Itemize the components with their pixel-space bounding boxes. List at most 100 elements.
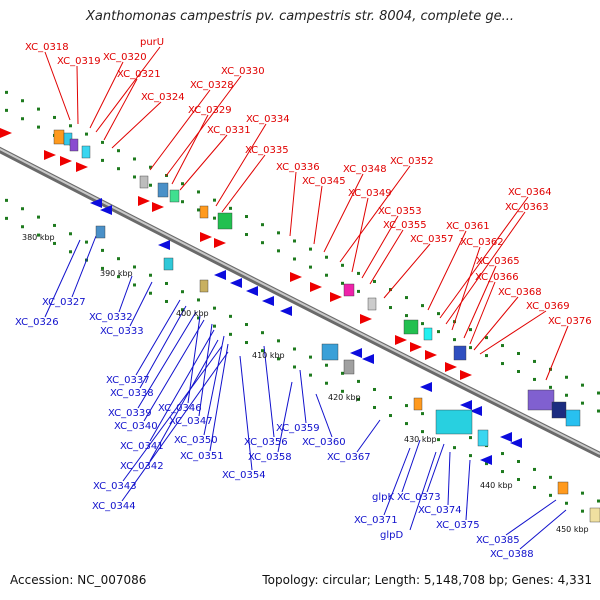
forward-gene-label: XC_0366 bbox=[475, 272, 519, 283]
leader-line bbox=[289, 171, 297, 237]
forward-gene-arrow[interactable] bbox=[445, 362, 457, 372]
gene-block[interactable] bbox=[423, 327, 433, 341]
tick-mark bbox=[293, 257, 296, 261]
gene-block[interactable] bbox=[565, 409, 581, 427]
tick-mark bbox=[469, 436, 472, 440]
tick-mark bbox=[85, 240, 88, 244]
tick-mark bbox=[437, 330, 440, 334]
gene-block[interactable] bbox=[321, 343, 339, 361]
leader-line bbox=[356, 419, 381, 453]
kbp-label: 380 kbp bbox=[22, 233, 55, 242]
forward-gene-arrow[interactable] bbox=[290, 272, 302, 282]
gene-block[interactable] bbox=[199, 279, 209, 293]
tick-mark bbox=[181, 182, 184, 186]
tick-mark bbox=[453, 446, 456, 450]
tick-mark bbox=[533, 485, 536, 489]
gene-block[interactable] bbox=[551, 401, 567, 419]
gene-block[interactable] bbox=[403, 319, 419, 335]
reverse-gene-arrow[interactable] bbox=[350, 348, 362, 358]
gene-block[interactable] bbox=[343, 359, 355, 375]
leader-line bbox=[165, 75, 242, 177]
forward-gene-label: XC_0369 bbox=[526, 301, 570, 312]
forward-gene-arrow[interactable] bbox=[0, 128, 12, 138]
forward-gene-arrow[interactable] bbox=[44, 150, 56, 160]
gene-block[interactable] bbox=[169, 189, 180, 203]
kbp-label: 400 kbp bbox=[176, 309, 209, 318]
tick-mark bbox=[53, 115, 56, 119]
reverse-gene-arrow[interactable] bbox=[420, 382, 432, 392]
tick-mark bbox=[549, 493, 552, 497]
forward-gene-arrow[interactable] bbox=[214, 238, 226, 248]
forward-gene-arrow[interactable] bbox=[425, 350, 437, 360]
gene-block[interactable] bbox=[413, 397, 423, 411]
gene-block[interactable] bbox=[477, 429, 489, 447]
gene-block[interactable] bbox=[589, 507, 600, 523]
reverse-gene-arrow[interactable] bbox=[262, 296, 274, 306]
reverse-gene-arrow[interactable] bbox=[470, 406, 482, 416]
tick-mark bbox=[437, 312, 440, 316]
forward-gene-label: XC_0331 bbox=[207, 125, 251, 136]
tick-mark bbox=[213, 324, 216, 328]
reverse-gene-label: XC_0343 bbox=[93, 481, 137, 492]
reverse-gene-arrow[interactable] bbox=[280, 306, 292, 316]
reverse-gene-arrow[interactable] bbox=[230, 278, 242, 288]
forward-gene-arrow[interactable] bbox=[76, 162, 88, 172]
gene-block[interactable] bbox=[139, 175, 149, 189]
gene-block[interactable] bbox=[557, 481, 569, 495]
tick-mark bbox=[469, 346, 472, 350]
reverse-gene-label: XC_0354 bbox=[222, 470, 266, 481]
reverse-gene-arrow[interactable] bbox=[480, 455, 492, 465]
gene-block[interactable] bbox=[217, 212, 233, 230]
leader-line bbox=[299, 369, 307, 424]
reverse-gene-label: XC_0332 bbox=[89, 312, 133, 323]
reverse-gene-arrow[interactable] bbox=[246, 286, 258, 296]
tick-mark bbox=[421, 412, 424, 416]
gene-block[interactable] bbox=[343, 283, 355, 297]
forward-gene-label: XC_0357 bbox=[410, 234, 454, 245]
gene-features[interactable] bbox=[0, 128, 600, 523]
gene-block[interactable] bbox=[527, 389, 555, 411]
reverse-gene-arrow[interactable] bbox=[460, 400, 472, 410]
leader-line bbox=[313, 185, 323, 245]
tick-mark bbox=[325, 363, 328, 367]
gene-block[interactable] bbox=[53, 129, 65, 145]
forward-gene-arrow[interactable] bbox=[460, 370, 472, 380]
leader-line bbox=[479, 310, 547, 355]
gene-block[interactable] bbox=[453, 345, 467, 361]
forward-gene-arrow[interactable] bbox=[330, 292, 342, 302]
tick-mark bbox=[469, 328, 472, 332]
gene-block[interactable] bbox=[163, 257, 174, 271]
forward-gene-arrow[interactable] bbox=[310, 282, 322, 292]
gene-block[interactable] bbox=[199, 205, 209, 219]
reverse-gene-arrow[interactable] bbox=[158, 240, 170, 250]
gene-block[interactable] bbox=[81, 145, 91, 159]
tick-mark bbox=[229, 206, 232, 210]
gene-block[interactable] bbox=[157, 182, 169, 198]
reverse-gene-arrow[interactable] bbox=[100, 205, 112, 215]
gene-block[interactable] bbox=[69, 138, 79, 152]
reverse-gene-arrow[interactable] bbox=[362, 354, 374, 364]
gene-block[interactable] bbox=[435, 409, 473, 435]
forward-gene-arrow[interactable] bbox=[360, 314, 372, 324]
tick-mark bbox=[357, 379, 360, 383]
tick-mark bbox=[293, 239, 296, 243]
reverse-gene-arrow[interactable] bbox=[214, 270, 226, 280]
forward-gene-arrow[interactable] bbox=[395, 335, 407, 345]
forward-gene-arrow[interactable] bbox=[152, 202, 164, 212]
forward-gene-arrow[interactable] bbox=[138, 196, 150, 206]
reverse-gene-arrow[interactable] bbox=[90, 198, 102, 208]
gene-block[interactable] bbox=[95, 225, 106, 239]
forward-gene-arrow[interactable] bbox=[200, 232, 212, 242]
gene-block[interactable] bbox=[367, 297, 377, 311]
tick-mark bbox=[277, 249, 280, 253]
forward-gene-arrow[interactable] bbox=[60, 156, 72, 166]
leader-line bbox=[129, 281, 153, 327]
tick-mark bbox=[133, 157, 136, 161]
reverse-gene-arrow[interactable] bbox=[500, 432, 512, 442]
tick-mark bbox=[245, 215, 248, 219]
reverse-gene-arrow[interactable] bbox=[510, 438, 522, 448]
forward-gene-arrow[interactable] bbox=[410, 342, 422, 352]
tick-mark bbox=[325, 255, 328, 259]
reverse-gene-label: XC_0350 bbox=[174, 435, 218, 446]
